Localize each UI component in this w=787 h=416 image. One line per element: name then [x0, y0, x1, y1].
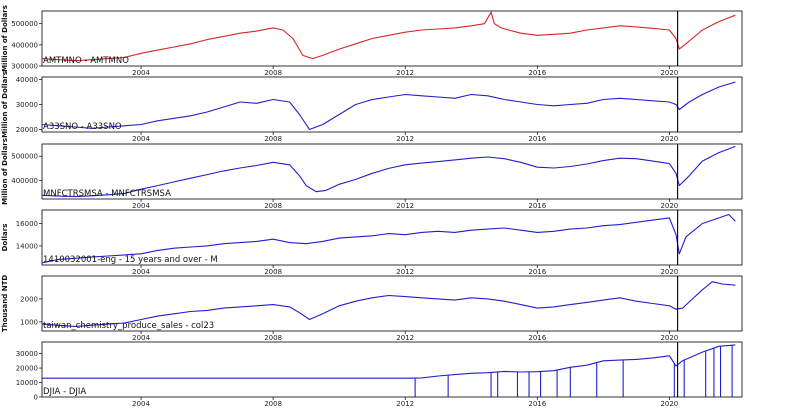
- y-tick-label: 16000: [16, 220, 38, 228]
- x-tick-label: 2020: [660, 202, 678, 210]
- x-tick-label: 2020: [660, 69, 678, 77]
- y-tick-label: 500000: [11, 153, 38, 161]
- series-line: [41, 145, 736, 198]
- series-label: A33SNO - A33SNO: [43, 122, 122, 132]
- y-tick-label: 300000: [11, 63, 38, 71]
- y-tick-label: 20000: [16, 365, 38, 373]
- x-tick-label: 2004: [132, 202, 150, 210]
- x-tick-label: 2008: [264, 69, 282, 77]
- x-tick-label: 2012: [396, 69, 414, 77]
- chart-panel-2: 20000 30000 40000 2004 2008 2012 2016 2020 Milli…: [1, 71, 743, 143]
- y-tick-label: 0: [34, 394, 38, 402]
- x-tick-label: 2008: [264, 202, 282, 210]
- x-tick-label: 2012: [396, 400, 414, 408]
- x-tick-label: 2016: [528, 135, 546, 143]
- series-line: [41, 213, 736, 264]
- axes-frame: [41, 76, 743, 133]
- x-tick-label: 2012: [396, 135, 414, 143]
- y-axis-label: Thousand NTD: [1, 275, 9, 333]
- series-line: [41, 11, 736, 62]
- x-tick-label: 2004: [132, 135, 150, 143]
- y-tick-label: 400000: [11, 41, 38, 49]
- y-axis-label: Dollars: [1, 224, 9, 252]
- axes-frame: [41, 143, 743, 200]
- x-tick-label: 2004: [132, 334, 150, 342]
- axes-frame: [41, 10, 743, 67]
- series-label: MNFCTRSMSA - MNFCTRSMSA: [43, 189, 171, 199]
- axes-frame: [41, 209, 743, 266]
- chart-panel-1: 300000 400000 500000 2004 2008 2012 2016 2020 Mi…: [1, 5, 743, 77]
- x-tick-label: 2020: [660, 400, 678, 408]
- x-tick-label: 2008: [264, 334, 282, 342]
- series-label: 1410032001-eng - 15 years and over - M: [43, 255, 218, 265]
- x-tick-label: 2012: [396, 268, 414, 276]
- chart-panel-6: 0 10000 20000 30000 2004 2008 2012 2016 2020 DJIA…: [16, 341, 743, 408]
- chart-panel-5: 1000 2000 2004 2008 2012 2016 2020 Thousand NTD…: [1, 275, 743, 342]
- x-tick-label: 2012: [396, 202, 414, 210]
- series-label: taiwan_chemistry_produce_sales - col23: [43, 321, 214, 331]
- axes-frame: [41, 341, 743, 398]
- x-tick-label: 2004: [132, 400, 150, 408]
- y-tick-label: 1000: [20, 318, 38, 326]
- series-label: AMTMNO - AMTMNO: [43, 56, 129, 66]
- x-tick-label: 2016: [528, 202, 546, 210]
- x-tick-label: 2016: [528, 334, 546, 342]
- y-tick-label: 30000: [16, 101, 38, 109]
- y-tick-label: 40000: [16, 76, 38, 84]
- series-line: [41, 81, 736, 131]
- y-tick-label: 30000: [16, 350, 38, 358]
- y-tick-label: 10000: [16, 379, 38, 387]
- y-axis-label: Million of Dollars: [1, 138, 9, 205]
- chart-panel-4: 14000 16000 2004 2008 2012 2016 2020 Dollars 141…: [1, 209, 743, 276]
- x-tick-label: 2008: [264, 400, 282, 408]
- x-tick-label: 2016: [528, 400, 546, 408]
- x-tick-label: 2016: [528, 69, 546, 77]
- series-line: [42, 344, 736, 379]
- y-axis-label: Million of Dollars: [1, 71, 9, 138]
- x-tick-label: 2012: [396, 334, 414, 342]
- y-tick-label: 20000: [16, 126, 38, 134]
- x-tick-label: 2008: [264, 135, 282, 143]
- x-tick-label: 2008: [264, 268, 282, 276]
- y-tick-label: 2000: [20, 295, 38, 303]
- x-tick-label: 2004: [132, 69, 150, 77]
- x-tick-label: 2020: [660, 334, 678, 342]
- chart-panel-3: 400000 500000 2004 2008 2012 2016 2020 Million …: [1, 138, 743, 210]
- x-tick-label: 2004: [132, 268, 150, 276]
- y-tick-label: 400000: [11, 177, 38, 185]
- x-tick-label: 2016: [528, 268, 546, 276]
- y-tick-label: 500000: [11, 20, 38, 28]
- y-tick-label: 14000: [16, 242, 38, 250]
- y-axis-label: Million of Dollars: [1, 5, 9, 72]
- series-line: [41, 281, 736, 327]
- x-tick-label: 2020: [660, 268, 678, 276]
- x-tick-label: 2020: [660, 135, 678, 143]
- axes-frame: [41, 275, 743, 332]
- series-label: DJIA - DJIA: [43, 387, 86, 397]
